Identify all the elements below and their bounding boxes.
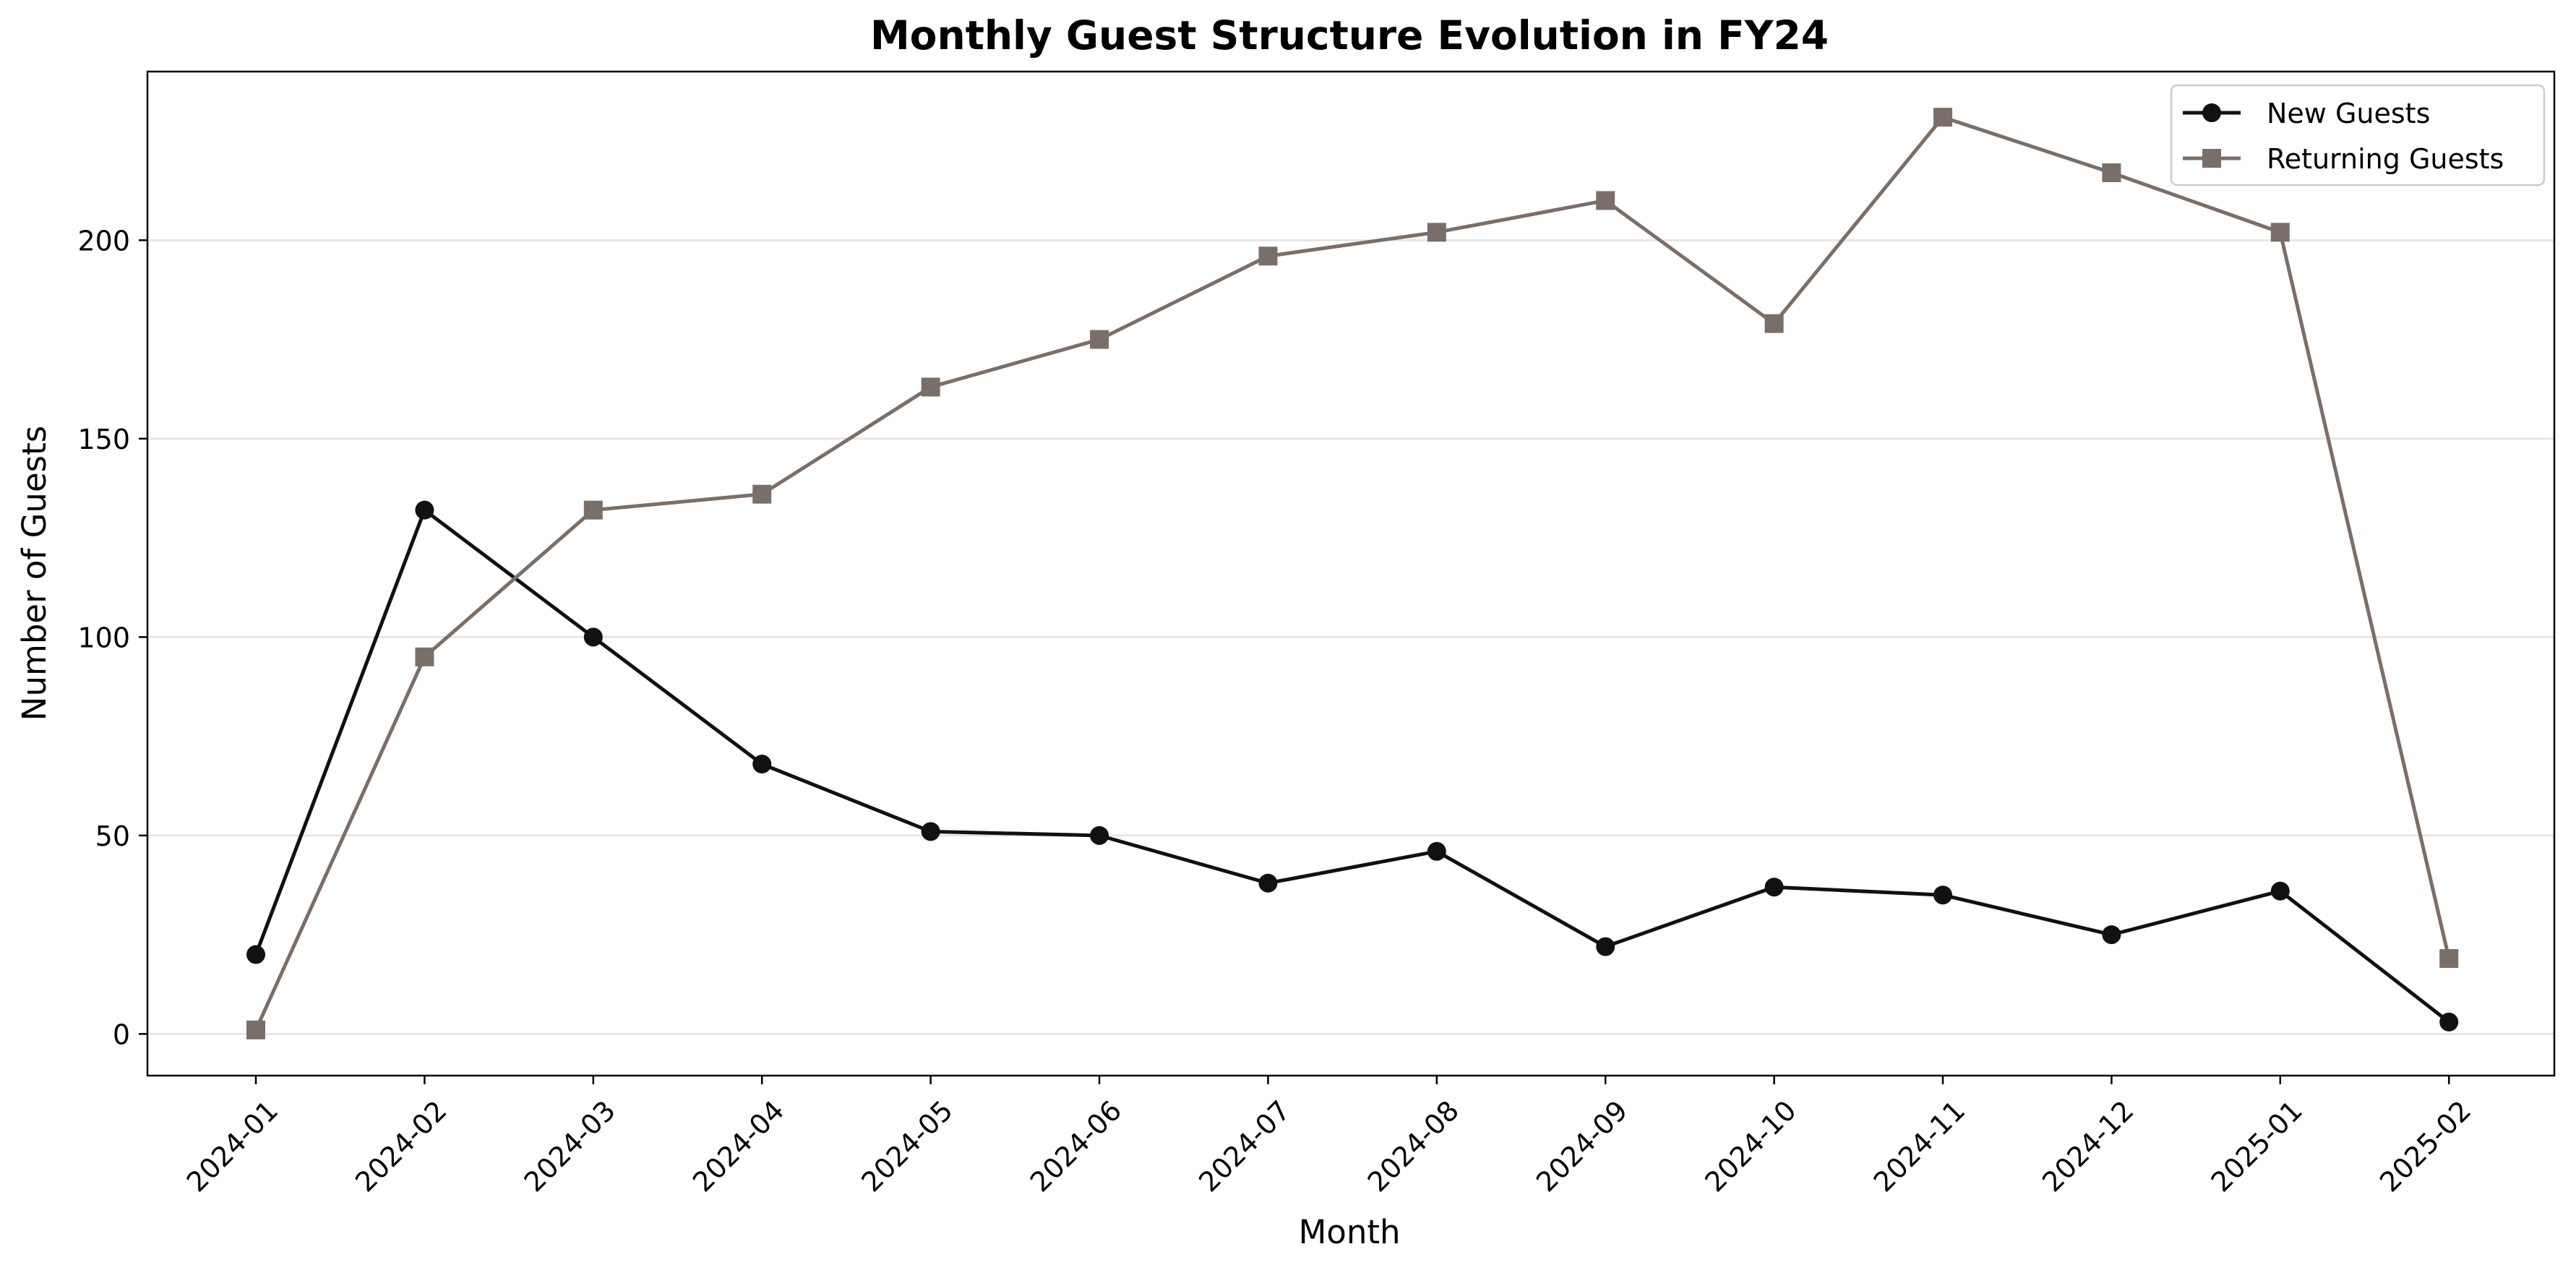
x-axis-label: Month [1298, 1213, 1400, 1251]
data-point [1090, 330, 1109, 349]
chart-title: Monthly Guest Structure Evolution in FY2… [870, 12, 1829, 59]
y-tick-label: 50 [95, 820, 130, 852]
y-axis: 0 50 100 150 200 [77, 225, 147, 1050]
legend-box [2170, 84, 2546, 186]
series-line [254, 115, 2451, 1031]
data-point [752, 484, 772, 504]
data-point [1764, 878, 1784, 897]
data-point [921, 822, 940, 841]
y-tick-label: 100 [77, 622, 130, 653]
data-point [246, 945, 265, 964]
y-axis-label: Number of Guests [15, 426, 53, 721]
series-line [254, 508, 2450, 1024]
data-point [1427, 841, 1446, 861]
data-point [1933, 108, 1952, 127]
data-point [752, 755, 772, 774]
data-point [2102, 163, 2121, 182]
data-point [246, 1020, 265, 1039]
series-layer [246, 108, 2459, 1039]
data-point [1933, 885, 1952, 905]
legend-marker [2202, 103, 2221, 122]
data-point [921, 377, 940, 397]
data-point [1090, 825, 1109, 845]
plot-frame [146, 70, 2556, 1077]
data-point [1258, 873, 1278, 893]
legend-label: New Guests [2267, 98, 2430, 129]
data-point [415, 500, 434, 520]
data-point [1596, 937, 1615, 956]
data-point [1258, 246, 1278, 266]
y-tick-label: 0 [113, 1018, 130, 1050]
data-point [583, 500, 603, 520]
data-point [1764, 314, 1784, 333]
gridlines [147, 239, 2554, 1035]
y-tick-label: 150 [77, 424, 130, 455]
data-point [2270, 223, 2290, 242]
data-point [2439, 949, 2459, 969]
data-point [415, 647, 434, 666]
data-point [2102, 925, 2121, 945]
data-point [1596, 191, 1615, 210]
legend-label: Returning Guests [2267, 143, 2504, 175]
data-point [1427, 223, 1446, 242]
legend-marker [2202, 149, 2221, 168]
data-point [2439, 1012, 2459, 1032]
legend: New Guests Returning Guests [2170, 84, 2546, 186]
data-point [583, 627, 603, 647]
y-tick-label: 200 [77, 225, 130, 257]
data-point [2270, 881, 2290, 901]
